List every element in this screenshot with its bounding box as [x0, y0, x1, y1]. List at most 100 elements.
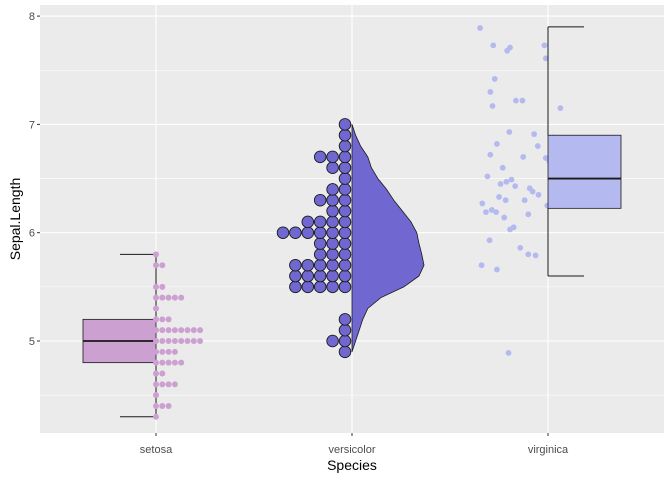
setosa-dot [184, 338, 191, 344]
setosa-dot [165, 359, 172, 366]
versicolor-dot [338, 172, 352, 185]
setosa-dot [171, 381, 178, 388]
setosa-dot [153, 327, 159, 334]
x-tick-label: setosa [140, 444, 173, 456]
virginica-point [493, 209, 500, 216]
setosa-dot [159, 348, 166, 355]
virginica-point [494, 266, 500, 273]
versicolor-dot [276, 226, 290, 239]
x-tick-label: virginica [528, 444, 569, 456]
virginica-point [488, 207, 495, 213]
versicolor-dot [338, 237, 352, 250]
versicolor-dot [338, 183, 352, 196]
virginica-point [478, 262, 485, 269]
versicolor-dot [338, 118, 352, 131]
versicolor-dot [289, 258, 302, 272]
virginica-point [517, 244, 524, 251]
setosa-dot [178, 294, 185, 301]
versicolor-dot [326, 280, 339, 294]
virginica-point [520, 153, 527, 160]
y-tick-label: 7 [29, 119, 35, 131]
setosa-dot [159, 381, 166, 388]
versicolor-dot [338, 226, 352, 239]
versicolor-dot [338, 248, 352, 261]
virginica-point [477, 25, 484, 31]
virginica-point [484, 173, 491, 180]
versicolor-dot [313, 193, 327, 207]
setosa-dot [159, 294, 166, 301]
versicolor-dot [338, 334, 352, 348]
versicolor-dot [338, 161, 352, 174]
virginica-point [532, 252, 539, 259]
virginica-box [547, 134, 622, 209]
versicolor-dot [301, 280, 315, 294]
versicolor-dot [338, 313, 352, 326]
y-tick-label: 8 [29, 11, 35, 23]
setosa-dot [178, 359, 185, 366]
setosa-dot [153, 370, 159, 377]
versicolor-dot [326, 269, 339, 283]
setosa-dot [159, 327, 166, 334]
setosa-dot [159, 283, 166, 290]
versicolor-dot [326, 193, 339, 207]
setosa-group [82, 251, 204, 420]
versicolor-dot [338, 139, 352, 153]
versicolor-dot [338, 204, 352, 218]
virginica-point [505, 350, 512, 356]
versicolor-dot [326, 258, 339, 272]
versicolor-dot [313, 226, 327, 239]
versicolor-dot [338, 280, 352, 294]
setosa-dot [153, 402, 159, 409]
virginica-point [497, 181, 504, 187]
virginica-point [542, 55, 549, 62]
virginica-point [503, 178, 510, 185]
setosa-dot [184, 327, 191, 334]
virginica-point [490, 42, 497, 49]
setosa-dot [171, 359, 178, 366]
setosa-dot [165, 348, 172, 355]
virginica-point [541, 42, 548, 49]
versicolor-dot [313, 248, 327, 261]
virginica-point [487, 151, 494, 158]
virginica-point [525, 211, 532, 218]
virginica-point [519, 97, 526, 104]
setosa-dot [159, 359, 166, 366]
versicolor-dot [289, 226, 302, 239]
versicolor-dot [338, 323, 352, 337]
virginica-point [521, 197, 528, 204]
setosa-dot [153, 381, 159, 388]
virginica-point [502, 197, 509, 204]
versicolor-dot [326, 226, 339, 239]
virginica-point [499, 164, 506, 171]
virginica-point [512, 97, 519, 104]
versicolor-group [276, 118, 425, 359]
setosa-dot [178, 338, 185, 344]
virginica-point [508, 176, 515, 183]
virginica-group [477, 25, 622, 356]
versicolor-dot [313, 280, 327, 294]
setosa-dot [165, 327, 172, 334]
virginica-point [496, 194, 502, 200]
versicolor-half-violin [351, 124, 425, 353]
virginica-point [535, 191, 542, 198]
virginica-point [557, 105, 564, 112]
versicolor-dot [326, 237, 339, 250]
setosa-dot [197, 327, 204, 334]
versicolor-dot [313, 150, 327, 164]
virginica-point [487, 89, 494, 95]
setosa-dot [159, 402, 166, 409]
versicolor-dot [313, 269, 327, 283]
versicolor-dot [326, 334, 339, 348]
virginica-point [531, 131, 538, 138]
setosa-dot [153, 359, 159, 366]
y-tick-label: 5 [29, 336, 35, 348]
setosa-dot [153, 294, 159, 301]
versicolor-dot [313, 215, 327, 229]
setosa-dot [159, 370, 166, 377]
setosa-dot [153, 413, 159, 420]
versicolor-dot [338, 215, 352, 229]
virginica-point [483, 209, 489, 216]
virginica-point [504, 47, 511, 54]
setosa-dot [153, 262, 159, 269]
versicolor-dot [338, 258, 352, 272]
